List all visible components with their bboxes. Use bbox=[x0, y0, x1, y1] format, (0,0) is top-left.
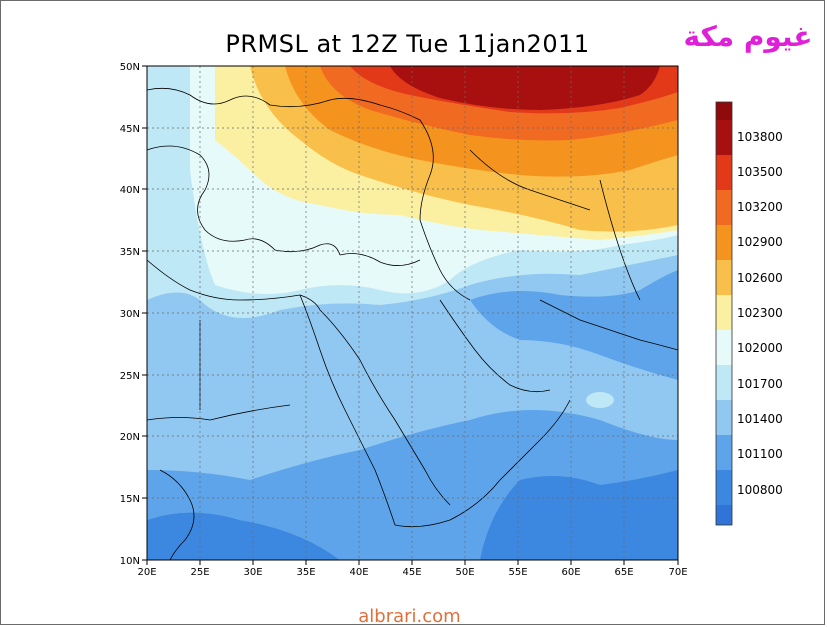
colorbar-segment bbox=[716, 435, 732, 470]
low-pocket bbox=[344, 318, 376, 332]
contour-101100-b bbox=[470, 270, 678, 380]
graticule bbox=[147, 66, 678, 560]
contour-103800 bbox=[390, 66, 660, 110]
tick-marks bbox=[142, 65, 679, 565]
coastlines bbox=[147, 87, 678, 560]
colorbar-label: 100800 bbox=[737, 483, 783, 497]
lat-label: 15N bbox=[120, 494, 140, 505]
lon-label: 25E bbox=[190, 567, 209, 578]
lon-label: 70E bbox=[668, 567, 687, 578]
footer-watermark: albrari.com bbox=[358, 606, 461, 627]
colorbar-label: 101100 bbox=[737, 447, 783, 461]
lat-label: 40N bbox=[120, 185, 140, 196]
chart-title: PRMSL at 12Z Tue 11jan2011 bbox=[225, 30, 590, 58]
colorbar-label: 102300 bbox=[737, 306, 783, 320]
lat-labels: 50N 45N 40N 35N 30N 25N 20N 15N 10N bbox=[120, 62, 140, 567]
colorbar-segment bbox=[716, 330, 732, 365]
colorbar-label: 103500 bbox=[737, 165, 783, 179]
lat-label: 30N bbox=[120, 309, 140, 320]
lat-label: 50N bbox=[120, 62, 140, 73]
low-pocket-2 bbox=[586, 392, 614, 408]
lon-labels: 20E 25E 30E 35E 40E 45E 50E 55E 60E 65E … bbox=[137, 567, 687, 578]
lon-label: 65E bbox=[614, 567, 633, 578]
lon-label: 20E bbox=[137, 567, 156, 578]
lat-label: 10N bbox=[120, 556, 140, 567]
colorbar-outline bbox=[715, 101, 733, 526]
colorbar-segment bbox=[716, 120, 732, 155]
colorbar-segment bbox=[716, 400, 732, 435]
lon-label: 45E bbox=[402, 567, 421, 578]
pressure-field bbox=[147, 66, 678, 560]
colorbar-top-segment bbox=[716, 102, 732, 120]
colorbar: 103800 103500 103200 102900 102600 10230… bbox=[715, 101, 783, 526]
colorbar-label: 102000 bbox=[737, 341, 783, 355]
lon-label: 35E bbox=[296, 567, 315, 578]
colorbar-label: 101400 bbox=[737, 412, 783, 426]
lat-label: 45N bbox=[120, 124, 140, 135]
colorbar-segment bbox=[716, 365, 732, 400]
colorbar-label: 102600 bbox=[737, 271, 783, 285]
lat-label: 35N bbox=[120, 247, 140, 258]
colorbar-segment bbox=[716, 295, 732, 330]
colorbar-label: 101700 bbox=[737, 377, 783, 391]
colorbar-segment bbox=[716, 190, 732, 225]
lat-label: 25N bbox=[120, 371, 140, 382]
contour-100800 bbox=[147, 512, 340, 560]
colorbar-label: 102900 bbox=[737, 235, 783, 249]
lon-label: 50E bbox=[455, 567, 474, 578]
colorbar-segment bbox=[716, 155, 732, 190]
colorbar-label: 103800 bbox=[737, 130, 783, 144]
lon-label: 55E bbox=[508, 567, 527, 578]
lon-label: 40E bbox=[349, 567, 368, 578]
lon-label: 60E bbox=[561, 567, 580, 578]
lat-label: 20N bbox=[120, 432, 140, 443]
colorbar-segment bbox=[716, 225, 732, 260]
lon-label: 30E bbox=[243, 567, 262, 578]
colorbar-bottom-segment bbox=[716, 505, 732, 525]
colorbar-segment bbox=[716, 260, 732, 295]
contour-100800-b bbox=[480, 470, 678, 560]
colorbar-label: 103200 bbox=[737, 200, 783, 214]
colorbar-segment bbox=[716, 470, 732, 505]
site-logo-text: غيوم مكة bbox=[683, 20, 813, 53]
